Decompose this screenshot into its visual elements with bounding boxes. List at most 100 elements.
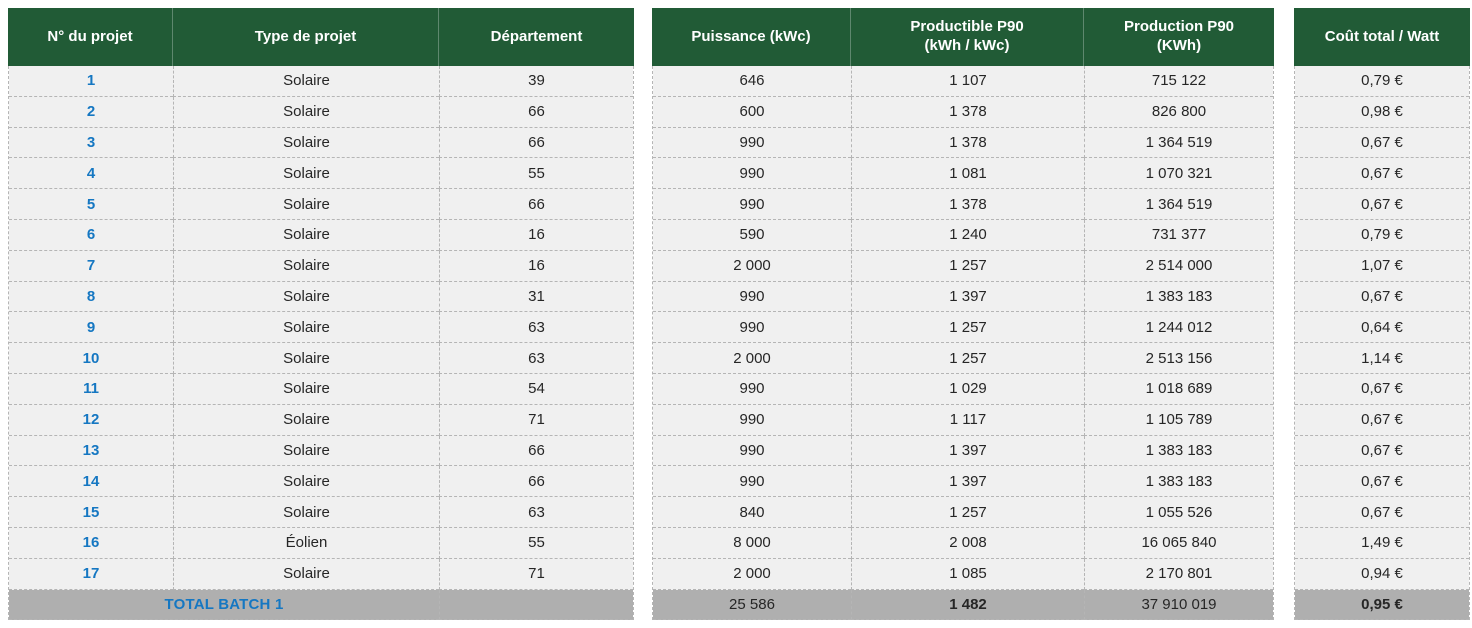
cell-production-p90[interactable]: 1 383 183	[1084, 466, 1273, 498]
cell-project-type[interactable]: Solaire	[173, 219, 439, 251]
cell-project-number[interactable]: 4	[9, 158, 173, 190]
cell-productible-p90[interactable]: 2 008	[851, 527, 1084, 559]
cell-production-p90[interactable]: 1 018 689	[1084, 373, 1273, 405]
cell-departement[interactable]: 55	[439, 158, 633, 190]
header-cout-total-watt[interactable]: Coût total / Watt	[1324, 27, 1440, 45]
cell-departement[interactable]: 66	[439, 435, 633, 467]
cell-production-p90[interactable]: 1 105 789	[1084, 404, 1273, 436]
cell-project-number[interactable]: 16	[9, 528, 173, 559]
cell-project-number[interactable]: 17	[9, 559, 173, 590]
cell-departement[interactable]: 54	[439, 373, 633, 405]
cell-puissance[interactable]: 990	[653, 158, 851, 190]
header-productible-p90[interactable]: Productible P90 (kWh / kWc)	[850, 8, 1083, 66]
cell-production-p90[interactable]: 1 244 012	[1084, 312, 1273, 344]
cell-cout-total-watt[interactable]: 0,67 €	[1295, 466, 1469, 498]
cell-puissance[interactable]: 990	[653, 312, 851, 344]
cell-cout-total-watt[interactable]: 0,67 €	[1295, 282, 1469, 313]
cell-project-number[interactable]: 6	[9, 220, 173, 251]
total-puissance-cell[interactable]: 25 586	[653, 590, 851, 620]
cell-production-p90[interactable]: 715 122	[1084, 66, 1273, 97]
cell-puissance[interactable]: 990	[653, 436, 851, 467]
cell-project-type[interactable]: Solaire	[173, 96, 439, 128]
cell-departement[interactable]: 16	[439, 219, 633, 251]
cell-productible-p90[interactable]: 1 240	[851, 219, 1084, 251]
cell-cout-total-watt[interactable]: 0,79 €	[1295, 66, 1469, 97]
cell-cout-total-watt[interactable]: 0,67 €	[1295, 405, 1469, 436]
cell-project-type[interactable]: Solaire	[173, 312, 439, 344]
cell-productible-p90[interactable]: 1 117	[851, 404, 1084, 436]
cell-puissance[interactable]: 990	[653, 405, 851, 436]
cell-project-type[interactable]: Solaire	[173, 189, 439, 220]
cell-cout-total-watt[interactable]: 0,79 €	[1295, 220, 1469, 251]
total-departement-empty-cell[interactable]	[439, 589, 633, 620]
cell-departement[interactable]: 55	[439, 527, 633, 559]
cell-project-number[interactable]: 1	[9, 66, 173, 97]
cell-project-number[interactable]: 10	[9, 343, 173, 374]
cell-cout-total-watt[interactable]: 0,67 €	[1295, 158, 1469, 190]
cell-puissance[interactable]: 990	[653, 282, 851, 313]
cell-departement[interactable]: 31	[439, 281, 633, 313]
cell-cout-total-watt[interactable]: 0,67 €	[1295, 128, 1469, 159]
cell-project-number[interactable]: 13	[9, 436, 173, 467]
cell-productible-p90[interactable]: 1 397	[851, 435, 1084, 467]
cell-production-p90[interactable]: 1 364 519	[1084, 189, 1273, 220]
cell-productible-p90[interactable]: 1 378	[851, 96, 1084, 128]
cell-project-type[interactable]: Solaire	[173, 127, 439, 159]
cell-project-type[interactable]: Solaire	[173, 66, 439, 97]
cell-project-number[interactable]: 3	[9, 128, 173, 159]
cell-departement[interactable]: 66	[439, 96, 633, 128]
cell-productible-p90[interactable]: 1 257	[851, 312, 1084, 344]
cell-departement[interactable]: 66	[439, 466, 633, 498]
cell-project-number[interactable]: 12	[9, 405, 173, 436]
cell-cout-total-watt[interactable]: 1,49 €	[1295, 528, 1469, 559]
cell-project-number[interactable]: 7	[9, 251, 173, 282]
cell-productible-p90[interactable]: 1 085	[851, 558, 1084, 590]
cell-puissance[interactable]: 8 000	[653, 528, 851, 559]
cell-productible-p90[interactable]: 1 257	[851, 250, 1084, 282]
cell-project-number[interactable]: 2	[9, 97, 173, 128]
cell-departement[interactable]: 63	[439, 343, 633, 374]
cell-project-number[interactable]: 9	[9, 312, 173, 344]
cell-puissance[interactable]: 646	[653, 66, 851, 97]
cell-project-type[interactable]: Solaire	[173, 343, 439, 374]
cell-puissance[interactable]: 2 000	[653, 251, 851, 282]
cell-project-type[interactable]: Solaire	[173, 158, 439, 190]
cell-project-type[interactable]: Solaire	[173, 435, 439, 467]
cell-productible-p90[interactable]: 1 257	[851, 343, 1084, 374]
cell-project-type[interactable]: Solaire	[173, 558, 439, 590]
cell-departement[interactable]: 16	[439, 250, 633, 282]
cell-productible-p90[interactable]: 1 397	[851, 466, 1084, 498]
cell-puissance[interactable]: 840	[653, 497, 851, 528]
cell-productible-p90[interactable]: 1 081	[851, 158, 1084, 190]
cell-productible-p90[interactable]: 1 029	[851, 373, 1084, 405]
total-production-cell[interactable]: 37 910 019	[1084, 589, 1273, 620]
cell-production-p90[interactable]: 826 800	[1084, 96, 1273, 128]
cell-project-number[interactable]: 5	[9, 189, 173, 220]
total-cost-cell[interactable]: 0,95 €	[1295, 590, 1469, 620]
cell-puissance[interactable]: 600	[653, 97, 851, 128]
cell-productible-p90[interactable]: 1 107	[851, 66, 1084, 97]
cell-puissance[interactable]: 990	[653, 466, 851, 498]
cell-production-p90[interactable]: 731 377	[1084, 219, 1273, 251]
header-departement[interactable]: Département	[438, 8, 634, 66]
cell-project-type[interactable]: Solaire	[173, 466, 439, 498]
cell-productible-p90[interactable]: 1 378	[851, 189, 1084, 220]
cell-project-type[interactable]: Solaire	[173, 373, 439, 405]
header-production-p90[interactable]: Production P90 (KWh)	[1083, 8, 1274, 66]
cell-departement[interactable]: 71	[439, 558, 633, 590]
cell-cout-total-watt[interactable]: 1,07 €	[1295, 251, 1469, 282]
cell-puissance[interactable]: 2 000	[653, 343, 851, 374]
cell-production-p90[interactable]: 2 514 000	[1084, 250, 1273, 282]
cell-departement[interactable]: 63	[439, 312, 633, 344]
cell-cout-total-watt[interactable]: 0,67 €	[1295, 497, 1469, 528]
cell-production-p90[interactable]: 1 070 321	[1084, 158, 1273, 190]
cell-cout-total-watt[interactable]: 0,67 €	[1295, 374, 1469, 405]
cell-cout-total-watt[interactable]: 0,67 €	[1295, 436, 1469, 467]
cell-puissance[interactable]: 990	[653, 189, 851, 220]
cell-puissance[interactable]: 990	[653, 128, 851, 159]
header-puissance[interactable]: Puissance (kWc)	[652, 8, 850, 66]
cell-production-p90[interactable]: 1 383 183	[1084, 281, 1273, 313]
cell-project-type[interactable]: Solaire	[173, 250, 439, 282]
cell-puissance[interactable]: 590	[653, 220, 851, 251]
cell-departement[interactable]: 39	[439, 66, 633, 97]
